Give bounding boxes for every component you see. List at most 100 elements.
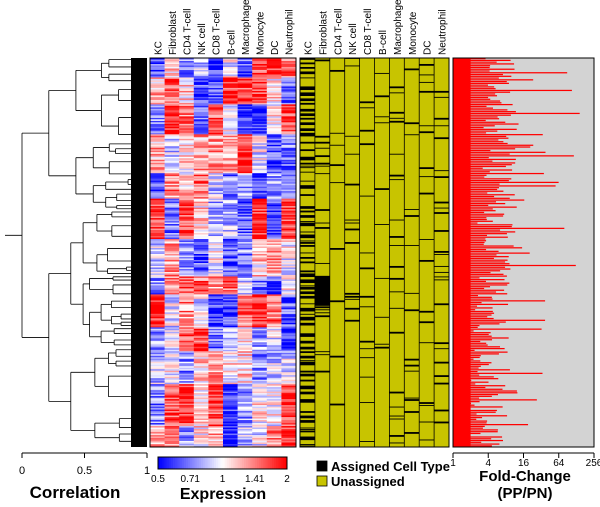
expression-cell (223, 78, 238, 81)
expression-column-label: Fibroblast (168, 11, 179, 55)
expression-cell (237, 179, 253, 181)
expression-cell (164, 252, 180, 255)
expression-cell (281, 444, 297, 446)
expression-cell (193, 198, 209, 201)
assigned-cell (300, 261, 315, 264)
assigned-cell (419, 131, 435, 134)
fold-change-bar (453, 75, 512, 77)
expression-cell (208, 297, 224, 300)
expression-cell (281, 159, 297, 162)
expression-cell (208, 369, 224, 371)
expression-cell (266, 351, 282, 354)
expression-cell (150, 279, 165, 282)
colorbar-tick-label: 1.41 (245, 474, 265, 485)
expression-cell (266, 348, 282, 351)
expression-cell (252, 360, 268, 363)
expression-cell (252, 361, 268, 364)
fold-change-bar (453, 146, 531, 148)
expression-cell (179, 213, 195, 216)
expression-cell (281, 435, 297, 437)
colorbar-segment (211, 457, 215, 469)
expression-cell (281, 213, 297, 216)
expression-cell (179, 348, 195, 351)
expression-cell (266, 370, 282, 373)
expression-cell (150, 236, 165, 238)
expression-cell (266, 274, 282, 277)
expression-cell (150, 186, 165, 189)
expression-cell (179, 441, 195, 443)
expression-cell (266, 215, 282, 217)
expression-cell (193, 400, 209, 403)
expression-cell (179, 303, 195, 306)
expression-cell (223, 159, 238, 162)
expression-cell (164, 116, 180, 119)
expression-cell (179, 304, 195, 307)
expression-cell (223, 313, 238, 316)
expression-cell (150, 135, 165, 138)
fold-change-bar (453, 73, 503, 76)
expression-cell (179, 433, 195, 436)
fold-change-bar (453, 68, 515, 70)
expression-cell (266, 234, 282, 237)
expression-cell (208, 319, 224, 322)
expression-cell (179, 369, 195, 371)
expression-cell (179, 345, 195, 348)
expression-cell (252, 354, 268, 357)
expression-cell (237, 194, 253, 196)
expression-cell (164, 156, 180, 159)
expression-column-label: DC (270, 41, 281, 55)
expression-frame (149, 57, 297, 448)
expression-cell (223, 270, 238, 273)
expression-cell (237, 99, 253, 102)
expression-cell (252, 328, 268, 331)
expression-cell (150, 246, 165, 249)
expression-cell (164, 194, 180, 196)
expression-cell (266, 197, 282, 199)
expression-cell (164, 372, 180, 374)
expression-cell (281, 325, 297, 328)
expression-cell (179, 358, 195, 361)
expression-cell (266, 411, 282, 413)
expression-cell (252, 357, 268, 360)
expression-cell (223, 237, 238, 240)
expression-cell (252, 282, 268, 285)
expression-cell (164, 276, 180, 279)
expression-cell (164, 322, 180, 325)
expression-cell (281, 417, 297, 419)
expression-cell (237, 227, 253, 229)
fold-change-bar (453, 261, 506, 263)
fold-change-bar (453, 323, 500, 325)
expression-cell (281, 98, 297, 101)
expression-cell (266, 125, 282, 128)
expression-cell (193, 321, 209, 324)
expression-cell (237, 318, 253, 321)
expression-cell (281, 138, 297, 141)
fold-change-bar (453, 114, 511, 116)
assigned-cell (419, 405, 435, 407)
expression-cell (281, 128, 297, 131)
expression-cell (193, 352, 209, 355)
expression-cell (266, 201, 282, 204)
expression-cell (150, 159, 165, 162)
expression-cell (208, 420, 224, 422)
expression-cell (266, 433, 282, 436)
expression-cell (281, 358, 297, 361)
expression-cell (266, 221, 282, 223)
expression-cell (266, 357, 282, 360)
expression-cell (281, 140, 297, 143)
expression-cell (237, 141, 253, 144)
expression-cell (281, 300, 297, 303)
expression-cell (179, 174, 195, 177)
expression-cell (237, 239, 253, 241)
expression-cell (179, 227, 195, 229)
assigned-cell (419, 74, 435, 76)
expression-cell (252, 128, 268, 131)
expression-cell (281, 369, 297, 371)
expression-cell (164, 167, 180, 170)
expression-cell (223, 325, 238, 328)
expression-cell (281, 185, 297, 187)
expression-cell (208, 360, 224, 363)
expression-cell (193, 391, 209, 394)
expression-cell (179, 408, 195, 410)
expression-cell (252, 252, 268, 255)
